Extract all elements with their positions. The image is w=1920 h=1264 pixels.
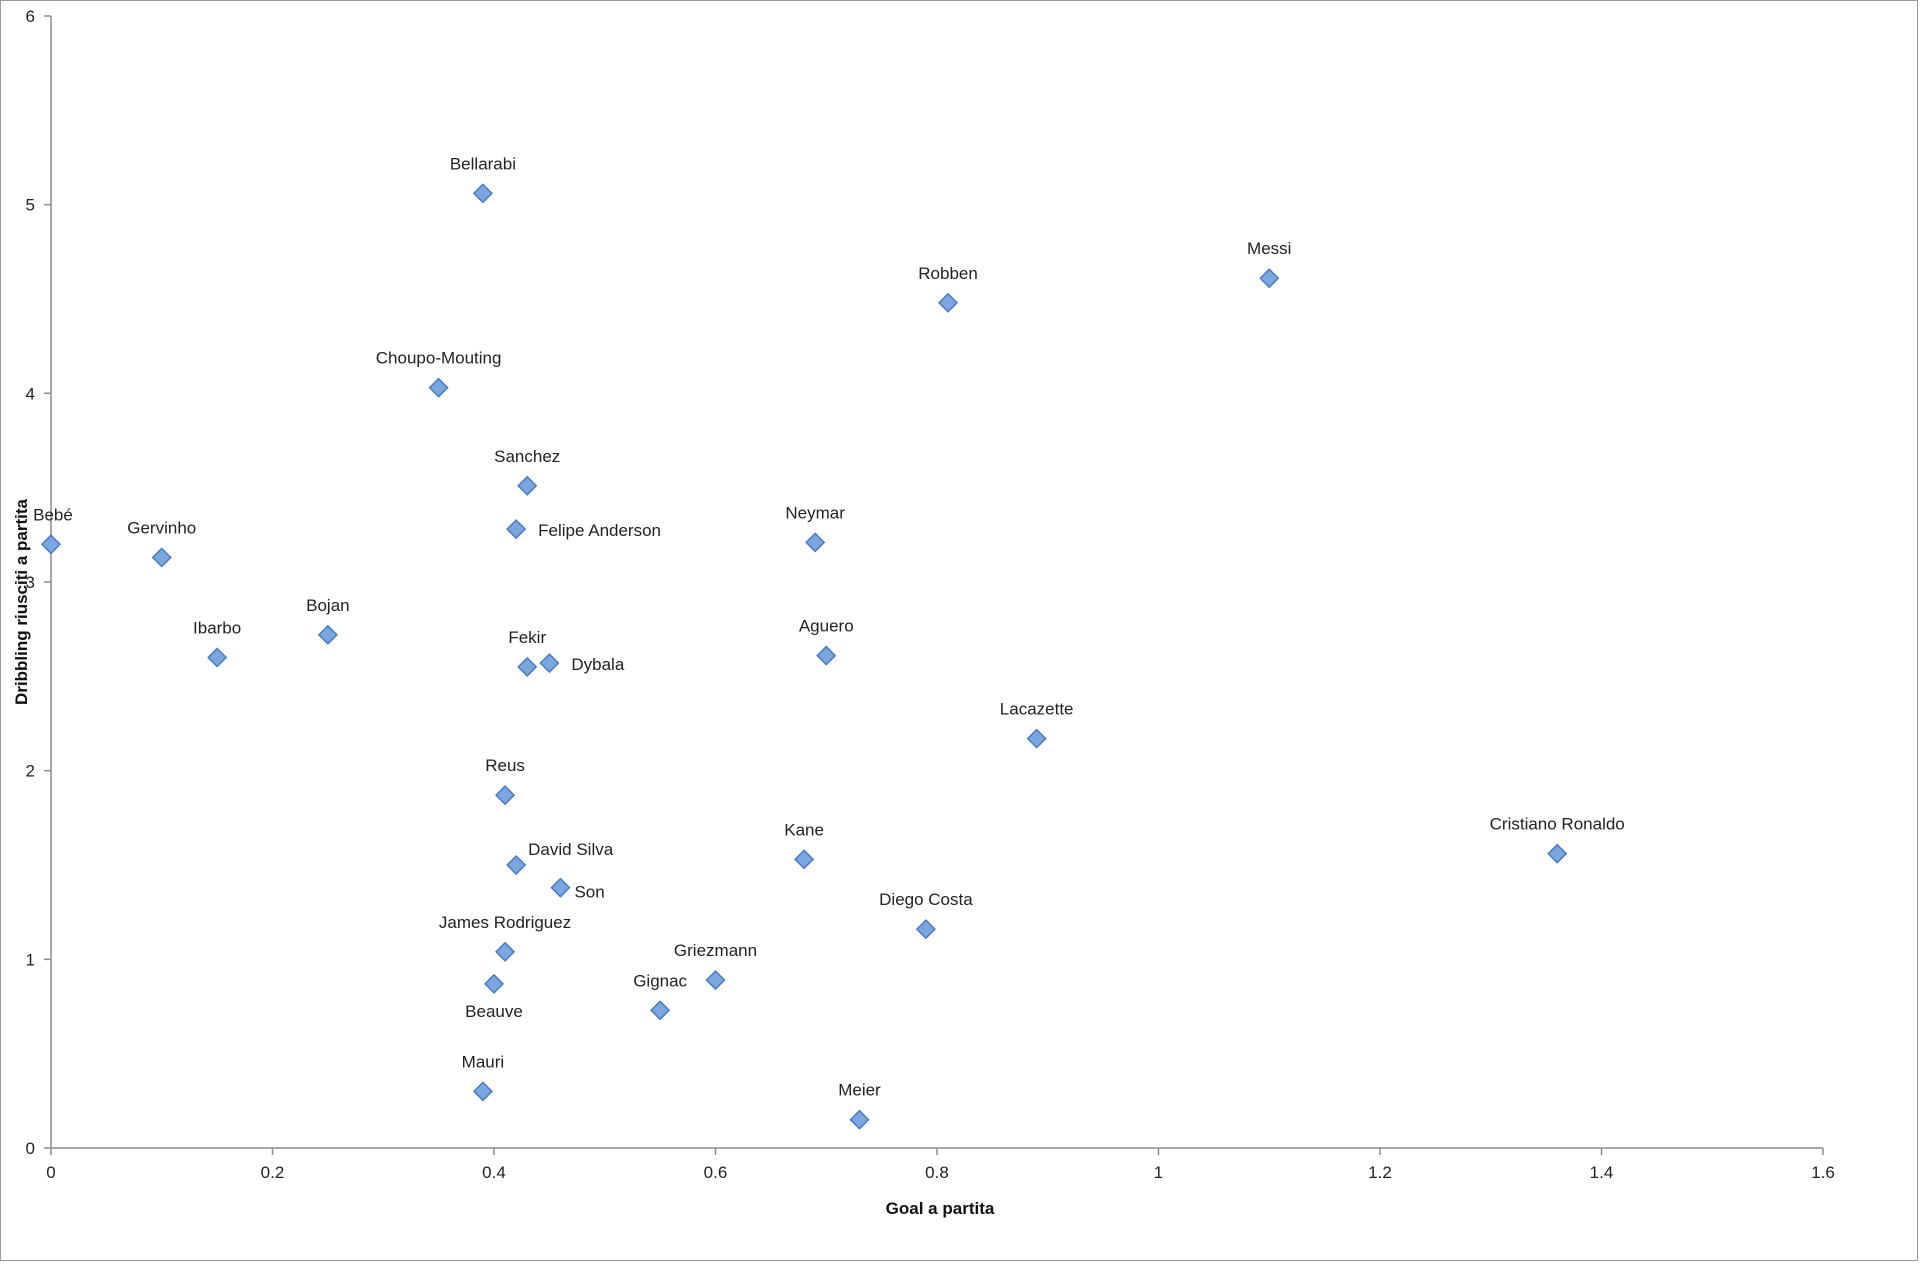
data-point-marker — [805, 532, 826, 553]
data-point-label: Lacazette — [1000, 700, 1074, 719]
x-tick-label: 0.4 — [482, 1163, 506, 1182]
data-point-label: Aguero — [799, 617, 854, 636]
data-point-label: Reus — [485, 756, 525, 775]
data-point-label: Griezmann — [674, 941, 757, 960]
data-point-marker — [1259, 268, 1280, 289]
data-point-marker — [1547, 843, 1568, 864]
data-point-label: Bebé — [33, 505, 73, 524]
data-point-marker — [517, 475, 538, 496]
x-axis-title: Goal a partita — [886, 1199, 995, 1218]
y-tick-label: 5 — [26, 196, 35, 215]
axes — [50, 16, 1823, 1149]
data-point-marker — [506, 854, 527, 876]
data-point-label: Diego Costa — [879, 890, 973, 909]
data-point-marker — [207, 647, 228, 668]
data-point-label: Bojan — [306, 596, 349, 615]
y-tick-label: 2 — [26, 762, 35, 781]
y-tick-label: 6 — [26, 7, 35, 26]
data-point-marker — [794, 849, 815, 870]
data-point-label: Gervinho — [127, 518, 196, 537]
x-axis-ticks: 0 0.2 0.4 0.6 0.8 1 1.2 1.4 1.6 — [46, 1148, 1835, 1182]
data-point-marker — [650, 1000, 671, 1021]
data-point-marker — [483, 973, 505, 994]
data-point-label: Beauve — [465, 1002, 523, 1021]
data-point-label: Robben — [918, 264, 978, 283]
data-point-marker — [40, 534, 62, 555]
data-point-marker — [915, 919, 936, 940]
data-point-label: Cristiano Ronaldo — [1490, 815, 1625, 834]
data-point-marker — [1026, 728, 1047, 749]
y-tick-label: 0 — [26, 1139, 35, 1158]
data-point-marker — [495, 785, 516, 806]
data-point-label: Ibarbo — [193, 618, 241, 637]
data-point-marker — [705, 970, 726, 991]
data-points: Bebé Gervinho Ibarbo Bojan Choupo-Mouting Bel… — [33, 154, 1625, 1130]
x-tick-label: 1 — [1154, 1163, 1163, 1182]
x-tick-label: 0.2 — [261, 1163, 285, 1182]
data-point-label: Bellarabi — [450, 154, 516, 173]
data-point-marker — [428, 377, 449, 398]
y-axis-ticks: 0 1 2 3 4 5 6 — [26, 7, 51, 1158]
y-tick-label: 3 — [26, 573, 35, 592]
data-point-label: Son — [574, 883, 604, 902]
data-point-label: Choupo-Mouting — [376, 349, 502, 368]
data-point-label: Messi — [1247, 239, 1291, 258]
data-point-marker — [151, 547, 172, 568]
data-point-marker — [550, 877, 571, 898]
x-tick-label: 1.2 — [1368, 1163, 1392, 1182]
data-point-label: Meier — [838, 1081, 881, 1100]
x-tick-label: 0.8 — [925, 1163, 949, 1182]
y-tick-label: 1 — [26, 950, 35, 969]
data-point-marker — [472, 183, 493, 204]
data-point-label: Dybala — [571, 655, 624, 674]
data-point-label: Mauri — [462, 1052, 505, 1071]
data-point-label: Sanchez — [494, 447, 560, 466]
data-point-label: Felipe Anderson — [538, 521, 661, 540]
y-axis-title: Dribbling riusciti a partita — [12, 498, 31, 704]
data-point-marker — [539, 653, 560, 674]
x-tick-label: 1.4 — [1590, 1163, 1614, 1182]
data-point-label: James Rodriguez — [439, 913, 571, 932]
data-point-marker — [472, 1081, 493, 1102]
y-tick-label: 4 — [26, 384, 35, 403]
data-point-marker — [506, 519, 527, 540]
x-tick-label: 1.6 — [1811, 1163, 1835, 1182]
data-point-label: Fekir — [508, 628, 546, 647]
data-point-marker — [317, 624, 338, 645]
x-tick-label: 0.6 — [704, 1163, 728, 1182]
x-tick-label: 0 — [46, 1163, 55, 1182]
data-point-marker — [816, 645, 837, 666]
data-point-label: Neymar — [785, 503, 845, 522]
data-point-marker — [938, 292, 959, 313]
data-point-label: Kane — [784, 820, 824, 839]
data-point-label: David Silva — [528, 840, 614, 859]
data-point-marker — [849, 1109, 870, 1130]
data-point-label: Gignac — [633, 971, 687, 990]
data-point-marker — [517, 656, 538, 677]
data-point-marker — [495, 941, 516, 962]
